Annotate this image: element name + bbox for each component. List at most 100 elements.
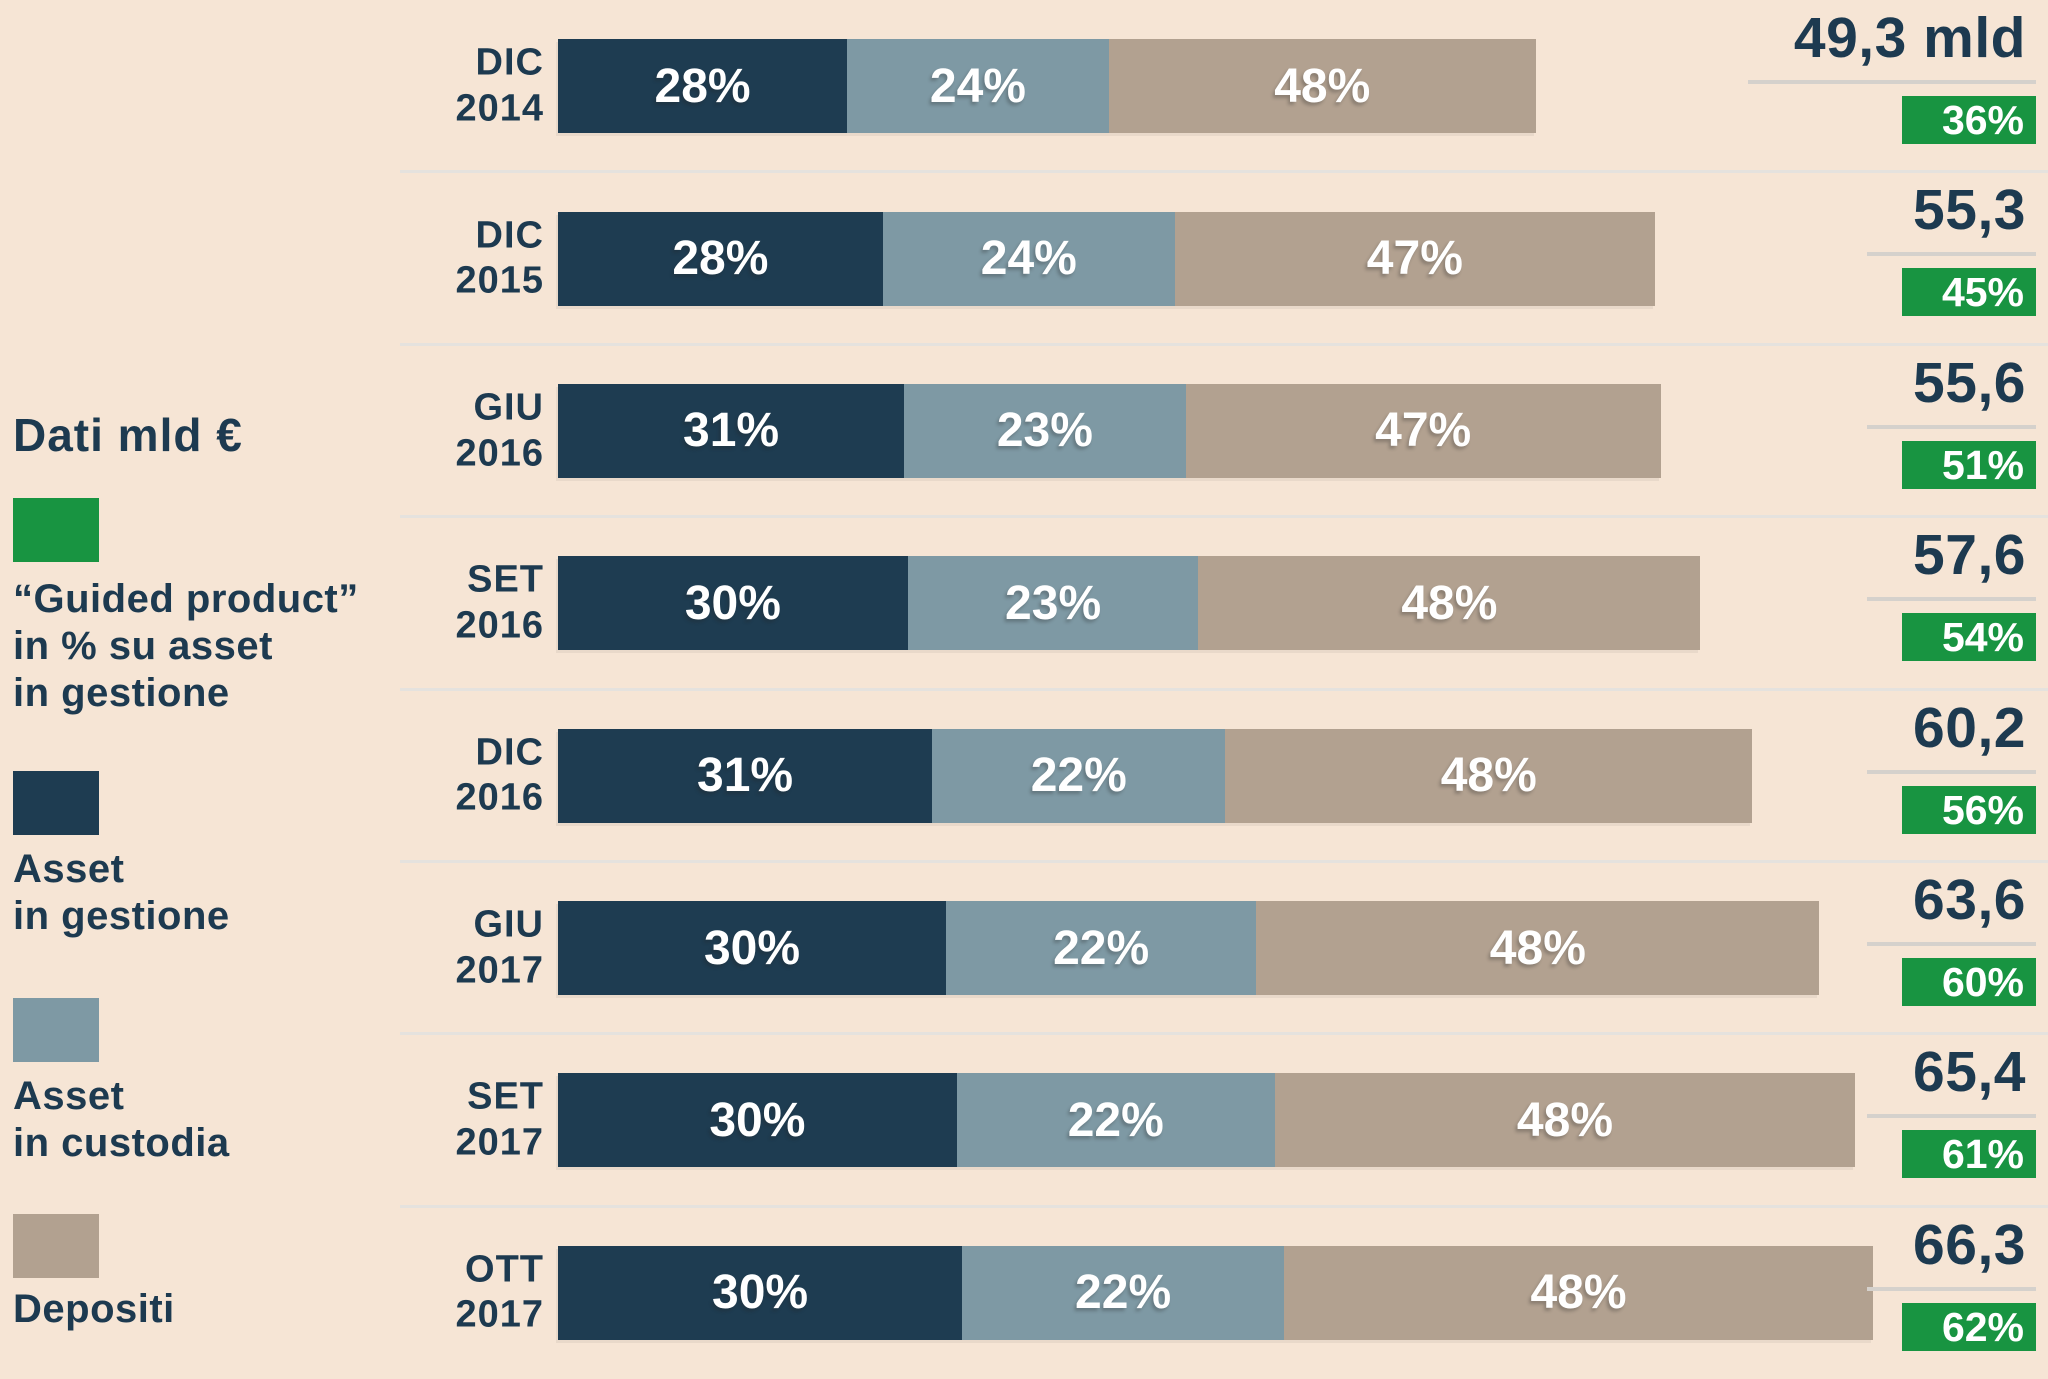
- bar-segment-depositi: 48%: [1108, 39, 1536, 134]
- bar-segment-custodia: 22%: [956, 1073, 1275, 1168]
- row-separator: [400, 1204, 2048, 1208]
- row-separator: [400, 687, 2048, 691]
- total-value: 65,4: [1867, 1044, 2036, 1119]
- guided-product-badge: 45%: [1902, 268, 2036, 317]
- chart-row-set-2016: SET 2016 30% 23% 48% 57,6 54%: [0, 515, 2048, 689]
- segment-percent-label: 30%: [703, 921, 801, 975]
- bar-segment-custodia: 22%: [932, 728, 1226, 823]
- value-block: 63,6 60%: [1867, 871, 2036, 1006]
- chart-row-ott-2017: OTT 2017 30% 22% 48% 66,3 62%: [0, 1204, 2048, 1379]
- guided-product-badge: 51%: [1902, 440, 2036, 489]
- segment-percent-label: 22%: [1067, 1093, 1164, 1147]
- bar-segment-depositi: 48%: [1284, 1245, 1873, 1340]
- period-label: SET 2016: [455, 558, 544, 647]
- stacked-bar: 30% 22% 48%: [558, 1245, 1873, 1340]
- segment-percent-label: 22%: [1030, 749, 1127, 803]
- segment-percent-label: 23%: [996, 404, 1093, 458]
- stacked-bar: 28% 24% 47%: [558, 211, 1655, 306]
- segment-percent-label: 30%: [712, 1266, 809, 1320]
- bar-segment-gestione: 31%: [558, 728, 933, 823]
- bar-segment-depositi: 48%: [1256, 901, 1820, 996]
- stacked-bar: 30% 23% 48%: [558, 556, 1701, 651]
- stacked-bar: 28% 24% 48%: [558, 39, 1536, 134]
- bar-segment-custodia: 23%: [904, 383, 1186, 478]
- segment-percent-label: 28%: [654, 59, 751, 113]
- period-label: GIU 2016: [455, 386, 544, 474]
- bar-segment-gestione: 30%: [558, 556, 908, 651]
- bar-segment-gestione: 31%: [558, 383, 905, 478]
- legend-label-asset-gestione: Asset in gestione: [13, 847, 230, 938]
- segment-percent-label: 47%: [1375, 404, 1472, 458]
- value-block: 65,4 61%: [1867, 1044, 2036, 1179]
- segment-percent-label: 48%: [1401, 576, 1498, 630]
- bar-segment-depositi: 48%: [1274, 1073, 1856, 1168]
- row-separator: [400, 342, 2048, 346]
- total-value: 60,2: [1867, 699, 2036, 774]
- total-value: 55,3: [1867, 182, 2036, 257]
- segment-percent-label: 48%: [1489, 921, 1586, 975]
- period-label: OTT 2017: [455, 1248, 544, 1336]
- bar-segment-custodia: 22%: [962, 1245, 1285, 1340]
- legend-swatch-asset-gestione: [13, 771, 99, 835]
- segment-percent-label: 28%: [672, 232, 769, 286]
- stacked-bar: 31% 22% 48%: [558, 728, 1752, 823]
- segment-percent-label: 48%: [1440, 749, 1537, 803]
- segment-percent-label: 30%: [709, 1093, 806, 1147]
- value-block: 55,3 45%: [1867, 182, 2036, 317]
- bar-segment-custodia: 23%: [907, 556, 1199, 651]
- guided-product-badge: 62%: [1902, 1302, 2036, 1351]
- bar-segment-custodia: 24%: [847, 39, 1109, 134]
- segment-percent-label: 48%: [1530, 1266, 1627, 1320]
- legend-swatch-asset-custodia: [13, 998, 99, 1062]
- stacked-bar: 31% 23% 47%: [558, 383, 1661, 478]
- row-separator: [400, 1032, 2048, 1036]
- row-separator: [400, 859, 2048, 863]
- value-block: 66,3 62%: [1867, 1216, 2036, 1351]
- bar-segment-gestione: 30%: [558, 1245, 963, 1340]
- value-block: 55,6 51%: [1867, 354, 2036, 489]
- value-block: 60,2 56%: [1867, 699, 2036, 834]
- guided-product-badge: 61%: [1902, 1130, 2036, 1179]
- bar-segment-depositi: 47%: [1185, 383, 1661, 478]
- bar-segment-custodia: 24%: [882, 211, 1175, 306]
- segment-percent-label: 31%: [683, 404, 780, 458]
- segment-percent-label: 23%: [1005, 576, 1102, 630]
- segment-percent-label: 30%: [684, 576, 781, 630]
- guided-product-badge: 56%: [1902, 785, 2036, 834]
- row-separator: [400, 515, 2048, 519]
- period-label: GIU 2017: [455, 903, 544, 992]
- legend-label-asset-custodia: Asset in custodia: [13, 1074, 230, 1165]
- chart-row-giu-2016: GIU 2016 31% 23% 47% 55,6 51%: [0, 342, 2048, 517]
- guided-product-badge: 36%: [1902, 96, 2036, 144]
- segment-percent-label: 48%: [1274, 59, 1371, 113]
- legend-swatch-guided-product: [13, 498, 99, 562]
- segment-percent-label: 24%: [929, 59, 1026, 113]
- legend: Dati mld € “Guided product” in % su asse…: [0, 0, 420, 1379]
- total-value: 66,3: [1867, 1216, 2036, 1291]
- chart-row-dic-2014: DIC 2014 28% 24% 48% 49,3 mld 36%: [0, 0, 2048, 172]
- legend-swatch-depositi: [13, 1214, 99, 1278]
- chart-row-dic-2016: DIC 2016 31% 22% 48% 60,2 56%: [0, 687, 2048, 862]
- bar-segment-gestione: 30%: [558, 901, 947, 996]
- segment-percent-label: 31%: [697, 749, 794, 803]
- total-value: 55,6: [1867, 354, 2036, 429]
- legend-title: Dati mld €: [13, 409, 243, 461]
- total-value: 49,3 mld: [1747, 10, 2036, 84]
- chart-row-giu-2017: GIU 2017 30% 22% 48% 63,6 60%: [0, 859, 2048, 1034]
- period-label: DIC 2016: [455, 731, 544, 819]
- row-separator: [400, 170, 2048, 174]
- guided-product-badge: 54%: [1902, 613, 2036, 662]
- guided-product-badge: 60%: [1902, 957, 2036, 1006]
- total-value: 57,6: [1867, 527, 2036, 602]
- stacked-bar: 30% 22% 48%: [558, 901, 1820, 996]
- chart-row-dic-2015: DIC 2015 28% 24% 47% 55,3 45%: [0, 170, 2048, 344]
- period-label: SET 2017: [455, 1075, 544, 1164]
- bar-segment-depositi: 48%: [1198, 556, 1701, 651]
- period-label: DIC 2015: [455, 213, 544, 302]
- legend-label-guided-product: “Guided product” in % su asset in gestio…: [13, 577, 359, 715]
- total-value: 63,6: [1867, 871, 2036, 946]
- bar-segment-custodia: 22%: [946, 901, 1257, 996]
- segment-percent-label: 22%: [1053, 921, 1150, 975]
